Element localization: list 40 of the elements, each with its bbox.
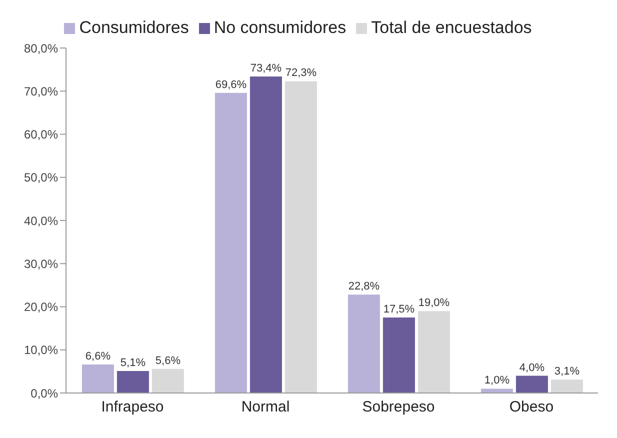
legend-label: Total de encuestados xyxy=(371,18,532,37)
bar xyxy=(480,388,513,393)
legend-label: Consumidores xyxy=(79,18,189,37)
bar xyxy=(250,76,282,393)
y-tick-label: 80,0% xyxy=(24,41,58,56)
data-label: 3,1% xyxy=(554,366,580,378)
data-label: 19,0% xyxy=(418,297,450,310)
bar xyxy=(152,368,184,393)
data-label: 5,6% xyxy=(155,354,181,367)
data-label: 5,1% xyxy=(120,357,146,370)
bar xyxy=(284,81,317,393)
bar xyxy=(418,311,450,393)
y-tick-label: 40,0% xyxy=(24,214,58,228)
y-tick-label: 50,0% xyxy=(24,170,58,185)
bar xyxy=(214,92,247,393)
data-label: 72,3% xyxy=(285,67,317,80)
y-tick-label: 10,0% xyxy=(24,343,58,358)
data-label: 73,4% xyxy=(250,62,282,74)
y-tick-label: 70,0% xyxy=(24,84,58,98)
bar xyxy=(116,371,149,393)
bar xyxy=(550,380,583,393)
bar xyxy=(82,364,114,393)
data-label: 17,5% xyxy=(383,304,415,316)
data-label: 1,0% xyxy=(484,374,510,387)
x-tick-label: Infrapeso xyxy=(101,398,164,416)
x-tick-label: Normal xyxy=(241,398,290,416)
y-tick-label: 0,0% xyxy=(30,386,58,400)
y-tick-label: 30,0% xyxy=(24,256,58,271)
y-tick-label: 60,0% xyxy=(24,128,58,142)
data-label: 22,8% xyxy=(348,280,380,293)
x-tick-label: Obeso xyxy=(509,398,554,416)
data-label: 6,6% xyxy=(85,350,111,363)
bar xyxy=(348,294,380,393)
x-tick-label: Sobrepeso xyxy=(362,398,435,416)
legend-label: No consumidores xyxy=(214,18,346,37)
data-label: 69,6% xyxy=(215,78,247,91)
y-tick-label: 20,0% xyxy=(24,300,58,314)
bar xyxy=(382,318,415,393)
bar xyxy=(516,376,548,393)
data-label: 4,0% xyxy=(519,362,545,374)
